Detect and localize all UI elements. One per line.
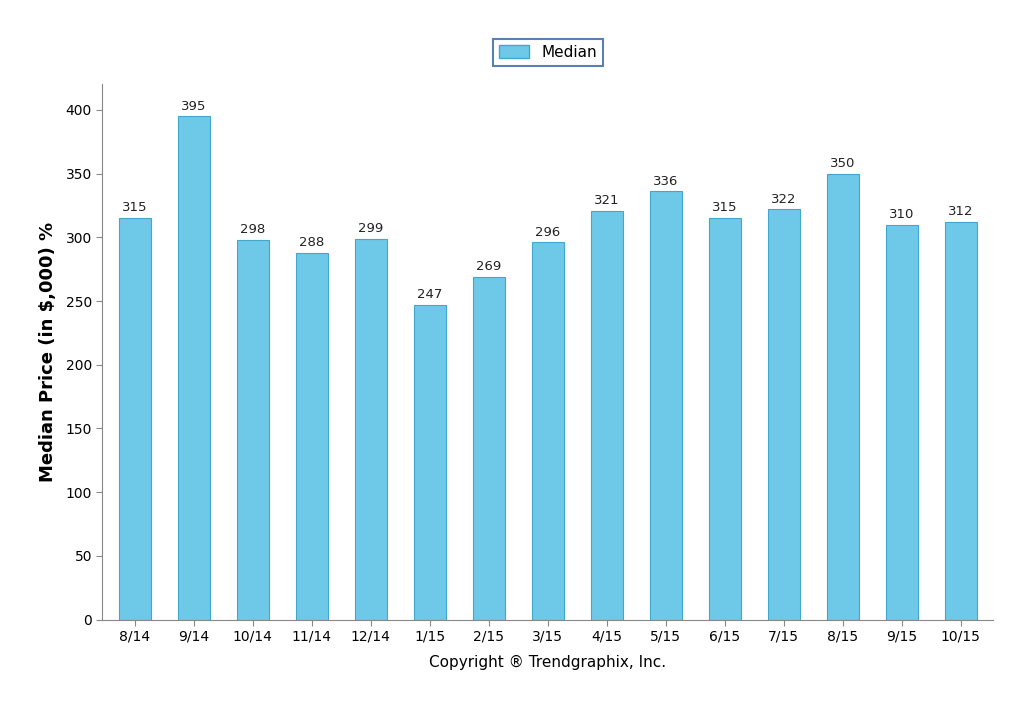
Text: 395: 395	[181, 99, 207, 113]
Bar	[531, 242, 564, 620]
Text: 321: 321	[594, 194, 620, 207]
Text: 298: 298	[241, 223, 265, 236]
Bar	[591, 210, 623, 620]
Text: 269: 269	[476, 260, 502, 273]
Text: 322: 322	[771, 192, 797, 206]
Bar	[886, 225, 919, 620]
Text: 315: 315	[122, 201, 147, 215]
Legend: Median: Median	[493, 39, 603, 66]
Bar	[473, 277, 505, 620]
Bar	[826, 174, 859, 620]
Text: 296: 296	[536, 225, 560, 239]
Bar	[944, 222, 977, 620]
Text: 312: 312	[948, 206, 974, 218]
Bar	[296, 253, 328, 620]
Bar	[709, 218, 741, 620]
Bar	[649, 191, 682, 620]
Text: 247: 247	[417, 288, 442, 301]
Text: 299: 299	[358, 222, 383, 235]
Bar	[414, 305, 446, 620]
Text: 336: 336	[653, 175, 679, 188]
Bar	[177, 116, 210, 620]
Bar	[237, 240, 269, 620]
Bar	[354, 239, 387, 620]
Bar	[768, 209, 800, 620]
Text: 310: 310	[889, 208, 914, 221]
X-axis label: Copyright ® Trendgraphix, Inc.: Copyright ® Trendgraphix, Inc.	[429, 655, 667, 670]
Text: 288: 288	[299, 236, 325, 249]
Y-axis label: Median Price (in $,000) %: Median Price (in $,000) %	[39, 222, 57, 482]
Text: 350: 350	[830, 157, 855, 170]
Text: 315: 315	[712, 201, 737, 215]
Bar	[119, 218, 152, 620]
